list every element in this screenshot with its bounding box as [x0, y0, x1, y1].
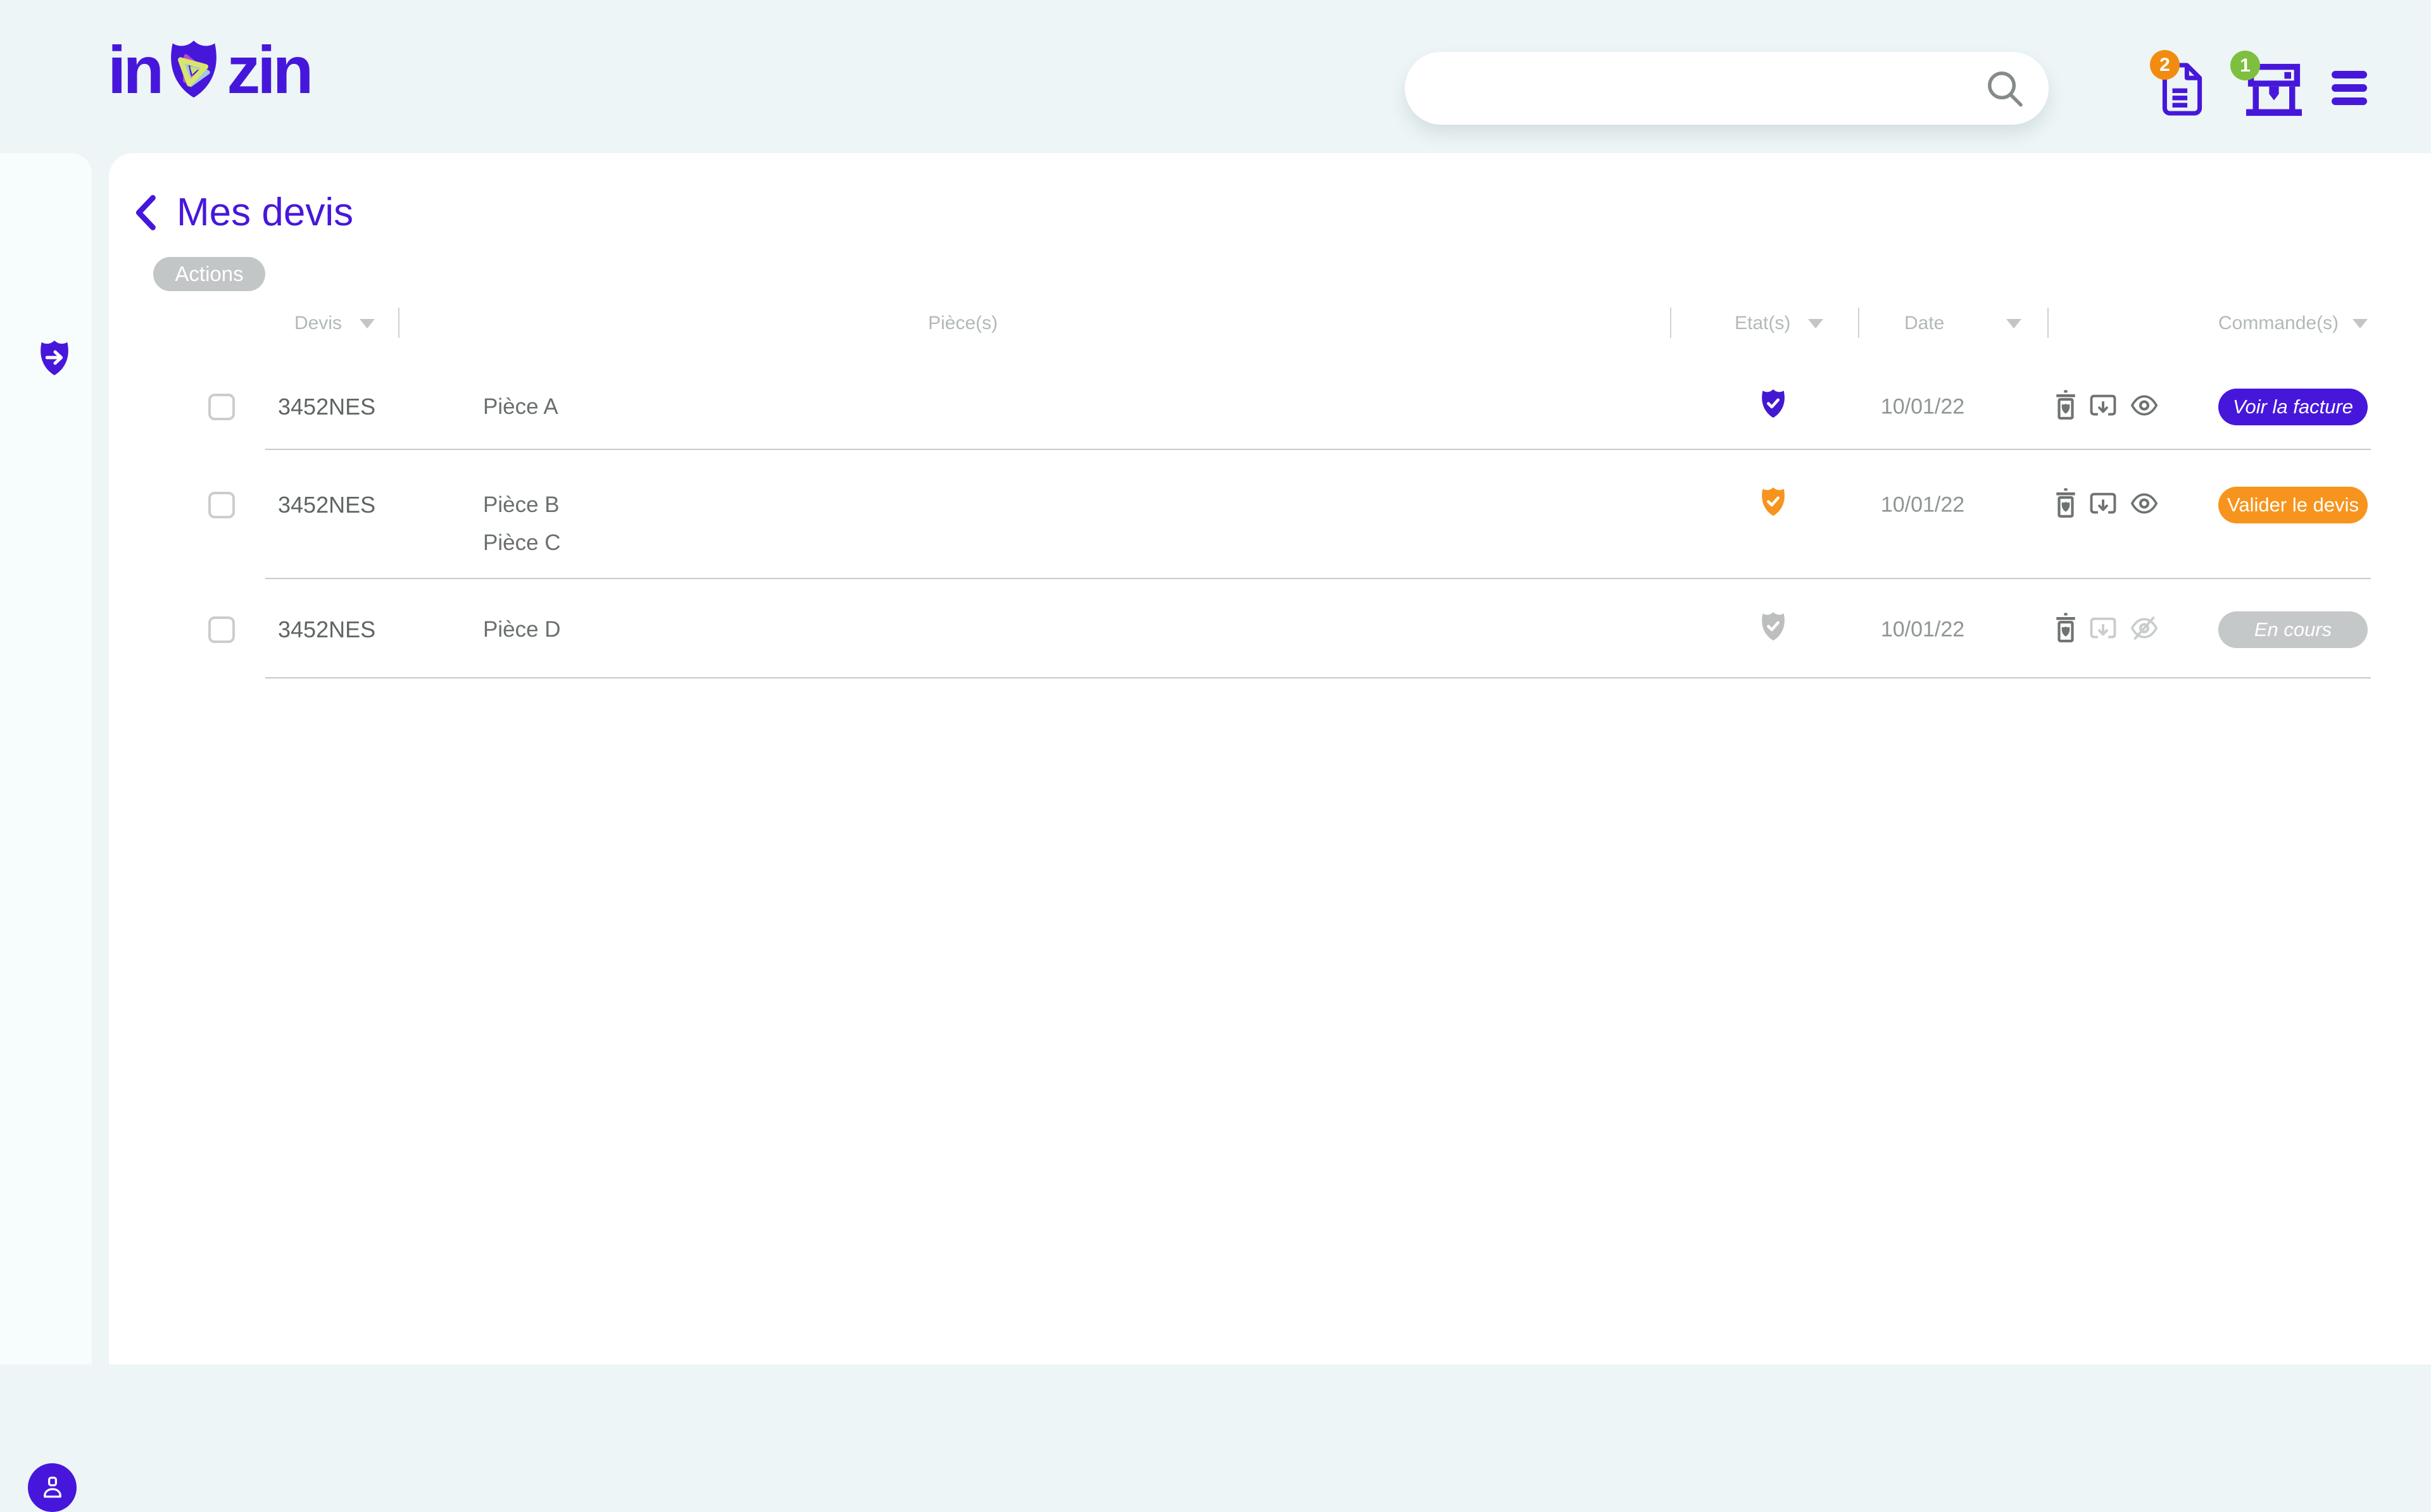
devis-number: 3452NES [278, 394, 376, 420]
logo-text-left: in [108, 33, 164, 108]
download-icon [2090, 617, 2116, 639]
column-header-commandes: Commande(s) [2218, 313, 2368, 334]
sort-caret-icon[interactable] [1808, 318, 1824, 328]
user-avatar[interactable] [28, 1463, 77, 1512]
search-icon[interactable] [1983, 66, 2027, 111]
user-icon [43, 1476, 61, 1497]
row-checkbox[interactable] [208, 616, 235, 643]
delete-icon[interactable] [2052, 486, 2079, 522]
header-separator [1858, 308, 1859, 338]
view-icon[interactable] [2128, 391, 2160, 420]
search-bar [1405, 52, 2049, 125]
shield-arrow-icon[interactable] [35, 339, 74, 381]
documents-count-badge: 2 [2150, 50, 2180, 80]
view-off-icon [2130, 616, 2158, 640]
column-header-pieces: Pièce(s) [928, 313, 998, 334]
delete-icon[interactable] [2052, 611, 2079, 646]
column-header-etats: Etat(s) [1735, 313, 1824, 334]
page-title: Mes devis [177, 191, 354, 234]
menu-icon[interactable] [2332, 71, 2367, 105]
menu-bar [2332, 97, 2367, 105]
printer-count-badge: 1 [2230, 51, 2260, 80]
top-header-bar: in zin 2 1 [0, 0, 2431, 153]
row-checkbox[interactable] [208, 394, 235, 420]
row-date: 10/01/22 [1880, 394, 1965, 419]
download-icon[interactable] [2088, 392, 2118, 420]
pieces-list: Pièce B Pièce C [483, 486, 561, 562]
row-checkbox[interactable] [208, 492, 235, 518]
status-shield-icon [1762, 612, 1785, 641]
table-row: 3452NES Pièce A 10/01/22 Voir la facture [0, 364, 2431, 450]
view-icon[interactable] [2128, 489, 2160, 518]
row-date: 10/01/22 [1880, 492, 1965, 517]
header-separator [1670, 308, 1671, 338]
piece-name: Pièce C [483, 530, 561, 555]
devis-number: 3452NES [278, 616, 376, 642]
row-separator [265, 578, 2371, 579]
sidebar [0, 153, 92, 1512]
main-content-card [109, 153, 2431, 1365]
status-shield-icon [1762, 389, 1785, 418]
actions-button[interactable]: Actions [153, 257, 265, 291]
column-label: Etat(s) [1735, 313, 1791, 334]
row-separator [265, 449, 2371, 450]
devis-number: 3452NES [278, 492, 376, 518]
download-icon[interactable] [2088, 490, 2118, 518]
app-logo[interactable]: in zin [108, 33, 313, 113]
delete-icon[interactable] [2052, 388, 2079, 423]
back-chevron-icon[interactable] [130, 192, 163, 233]
table-row: 3452NES Pièce B Pièce C 10/01/22 Valider … [0, 450, 2431, 579]
row-date: 10/01/22 [1880, 617, 1965, 642]
menu-bar [2332, 84, 2367, 92]
header-separator [2047, 308, 2049, 338]
column-label: Pièce(s) [927, 313, 998, 334]
column-header-devis: Devis [294, 313, 375, 334]
row-separator [265, 677, 2371, 678]
row-cta-button[interactable]: Valider le devis [2218, 487, 2368, 523]
column-label: Devis [294, 313, 342, 334]
sort-caret-icon[interactable] [2006, 318, 2022, 328]
logo-text-right: zin [227, 33, 313, 108]
status-shield-icon [1762, 487, 1785, 516]
header-separator [398, 308, 399, 338]
pieces-list: Pièce D [483, 611, 561, 649]
piece-name: Pièce A [483, 394, 558, 419]
logo-shield-icon [171, 41, 217, 98]
sort-caret-icon[interactable] [2352, 318, 2368, 328]
pieces-list: Pièce A [483, 388, 558, 426]
search-input[interactable] [1405, 75, 1983, 102]
column-label: Date [1904, 313, 1945, 334]
table-row: 3452NES Pièce D 10/01/22 En cours [0, 579, 2431, 678]
row-cta-button[interactable]: En cours [2218, 611, 2368, 648]
column-header-date: Date [1904, 313, 2022, 334]
column-label: Commande(s) [2218, 313, 2339, 334]
menu-bar [2332, 71, 2367, 78]
piece-name: Pièce D [483, 617, 561, 642]
piece-name: Pièce B [483, 492, 560, 517]
row-cta-button[interactable]: Voir la facture [2218, 389, 2368, 425]
sort-caret-icon[interactable] [360, 318, 375, 328]
